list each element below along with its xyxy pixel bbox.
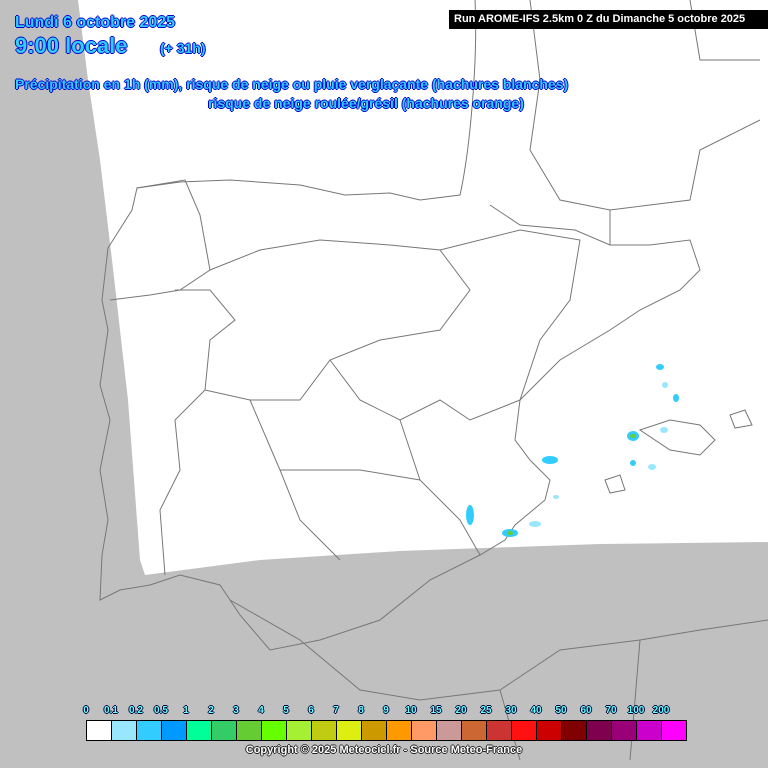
legend-label: 1 (183, 705, 189, 716)
legend-swatch (262, 721, 287, 740)
legend-swatch (212, 721, 237, 740)
legend-swatch (187, 721, 212, 740)
precip-cell (673, 394, 679, 402)
precip-cell (507, 531, 513, 535)
legend-label: 4 (258, 705, 264, 716)
legend-label: 15 (430, 705, 442, 716)
precip-cell (630, 434, 636, 438)
forecast-date: Lundi 6 octobre 2025 (15, 14, 176, 31)
legend-label: 10 (405, 705, 417, 716)
legend-label: 3 (233, 705, 239, 716)
legend-swatch (637, 721, 662, 740)
forecast-time: 9:00 locale (15, 33, 128, 58)
legend-label: 40 (530, 705, 542, 716)
model-run-label: Run AROME-IFS 2.5km 0 Z du Dimanche 5 oc… (449, 10, 768, 29)
legend-label: 60 (580, 705, 592, 716)
legend-swatch (112, 721, 137, 740)
legend-label: 2 (208, 705, 214, 716)
copyright: Copyright © 2025 Meteociel.fr - Source M… (245, 744, 523, 756)
precip-cell (660, 427, 668, 433)
legend-color-bar (86, 720, 687, 741)
coastlines-borders (99, 0, 768, 761)
precip-cell (542, 456, 558, 464)
legend-label: 0.5 (154, 705, 168, 716)
legend-label: 5 (283, 705, 289, 716)
precip-cell (656, 364, 664, 370)
legend-label: 200 (652, 705, 670, 716)
legend-swatch (487, 721, 512, 740)
legend-swatch (137, 721, 162, 740)
model-domain (78, 0, 768, 575)
precip-cell (662, 382, 668, 388)
precip-cell (529, 521, 541, 527)
lead-time: (+ 31h) (160, 40, 206, 56)
legend-swatch (662, 721, 686, 740)
legend-swatch (562, 721, 587, 740)
legend-swatch (587, 721, 612, 740)
legend-label: 6 (308, 705, 314, 716)
legend-swatch (362, 721, 387, 740)
legend-swatch (287, 721, 312, 740)
legend-label: 70 (605, 705, 617, 716)
legend-label: 7 (333, 705, 339, 716)
legend-swatch (337, 721, 362, 740)
legend-swatch (87, 721, 112, 740)
legend-swatch (437, 721, 462, 740)
legend-label: 0.1 (104, 705, 118, 716)
legend-label: 50 (555, 705, 567, 716)
precip-cell (466, 505, 474, 525)
legend-label: 100 (627, 705, 645, 716)
legend-label: 30 (505, 705, 517, 716)
map-title-line2: risque de neige roulée/grésil (hachures … (208, 95, 524, 111)
legend-swatch (312, 721, 337, 740)
legend-label: 20 (455, 705, 467, 716)
legend-label: 25 (480, 705, 492, 716)
legend-swatch (462, 721, 487, 740)
legend-label: 0.2 (129, 705, 143, 716)
legend-swatch (237, 721, 262, 740)
precip-cell (553, 495, 559, 499)
legend-label: 9 (383, 705, 389, 716)
precip-cell (630, 460, 636, 466)
legend-label: 8 (358, 705, 364, 716)
precipitation-cells (466, 364, 679, 537)
legend-swatch (612, 721, 637, 740)
legend-swatch (512, 721, 537, 740)
legend-swatch (162, 721, 187, 740)
precip-cell (648, 464, 656, 470)
legend-swatch (387, 721, 412, 740)
map-title-line1: Précipitation en 1h (mm), risque de neig… (15, 76, 569, 92)
legend-swatch (412, 721, 437, 740)
legend-labels: 0 0.1 0.2 0.5 1 2 3 4 5 6 7 8 9 10 15 20 25 30 40 50 60 70 100… (80, 705, 700, 719)
legend-swatch (537, 721, 562, 740)
legend-label: 0 (83, 705, 89, 716)
